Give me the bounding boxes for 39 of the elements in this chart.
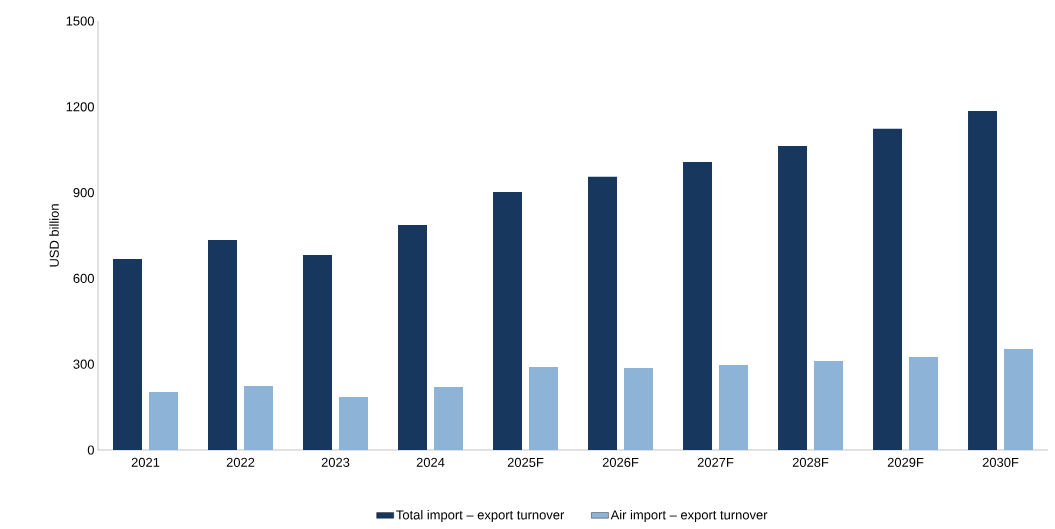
bar	[434, 387, 464, 450]
bar	[244, 385, 273, 450]
bar	[398, 224, 428, 450]
bar	[778, 145, 808, 450]
bar	[873, 128, 903, 450]
bar	[1004, 349, 1034, 450]
x-tick-label: 2023	[321, 457, 350, 467]
bar	[303, 254, 332, 450]
y-tick-label: 0	[87, 445, 94, 455]
y-axis-title: USD billion	[49, 204, 59, 267]
y-tick-label: 600	[73, 273, 94, 283]
bar	[529, 367, 559, 450]
bar	[814, 361, 844, 450]
x-tick-label: 2024	[416, 457, 445, 467]
x-tick-label: 2021	[131, 457, 160, 467]
bar	[208, 240, 237, 450]
bar	[113, 258, 142, 450]
bar	[968, 111, 998, 450]
y-tick-label: 1500	[66, 16, 94, 26]
bar	[493, 192, 523, 450]
x-tick-label: 2028F	[792, 457, 829, 467]
y-tick-label: 1200	[66, 102, 94, 112]
y-tick-label: 300	[73, 359, 94, 369]
x-tick-label: 2029F	[887, 457, 924, 467]
x-tick-label: 2025F	[507, 457, 544, 467]
x-tick-label: 2026F	[602, 457, 639, 467]
bar	[339, 397, 368, 450]
x-tick-label: 2022	[226, 457, 255, 467]
bar	[624, 367, 654, 450]
x-tick-label: 2027F	[697, 457, 734, 467]
legend-label: Total import – export turnover	[396, 509, 565, 523]
bar	[909, 357, 939, 450]
y-tick-label: 900	[73, 188, 94, 198]
x-tick-label: 2030F	[982, 457, 1019, 467]
legend-label: Air import – export turnover	[610, 509, 768, 523]
bar	[149, 391, 178, 450]
bar	[719, 365, 749, 450]
bar	[588, 176, 618, 450]
bar	[683, 162, 713, 450]
